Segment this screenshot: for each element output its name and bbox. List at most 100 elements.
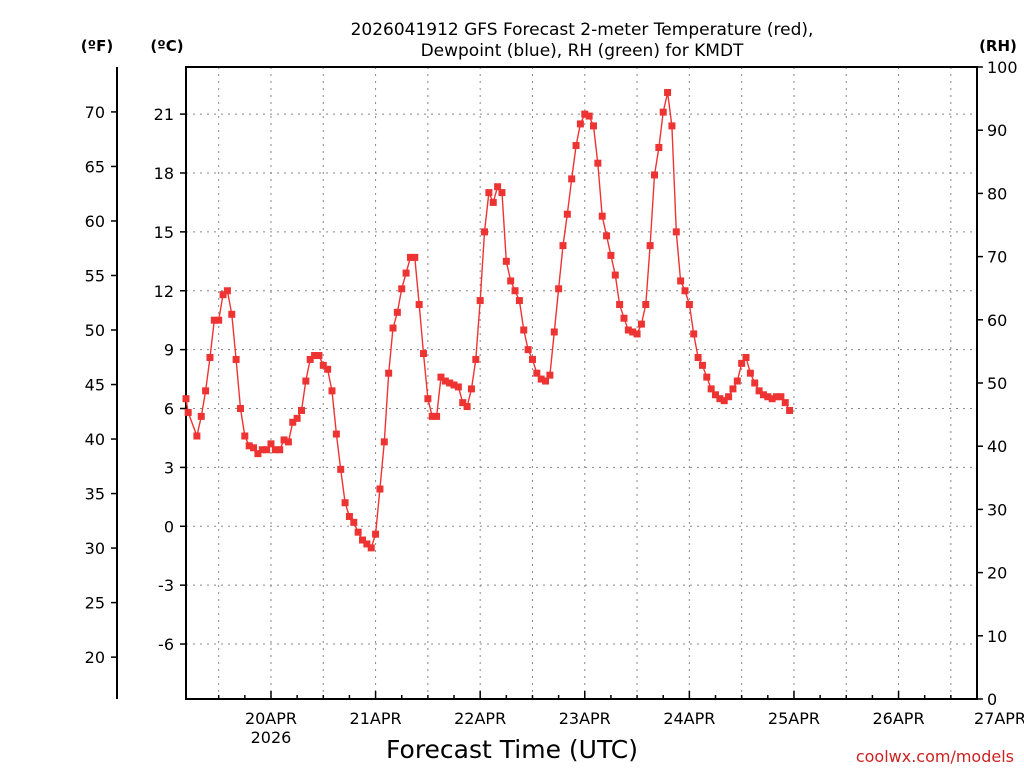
temperature-point: [297, 406, 305, 414]
temperature-point: [398, 285, 406, 293]
x-tick-sublabel: 2026: [251, 728, 292, 747]
temperature-point: [306, 355, 314, 363]
fahrenheit-tick-label: 60: [85, 212, 105, 231]
celsius-tick-label: 15: [154, 223, 174, 242]
temperature-point: [729, 385, 737, 393]
temperature-point: [206, 353, 214, 361]
rh-tick-label: 30: [987, 500, 1007, 519]
temperature-point: [520, 326, 528, 334]
chart-title: 2026041912 GFS Forecast 2-meter Temperat…: [351, 20, 814, 40]
temperature-point: [537, 375, 545, 383]
temperature-point: [254, 450, 262, 458]
temperature-point: [620, 314, 628, 322]
temperature-point: [324, 365, 332, 373]
temperature-point: [359, 536, 367, 544]
temperature-point: [385, 369, 393, 377]
temperature-point: [420, 350, 428, 358]
temperature-point: [393, 308, 401, 316]
temperature-point: [293, 414, 301, 422]
temperature-point: [223, 287, 231, 295]
fahrenheit-tick-label: 45: [85, 376, 105, 395]
temperature-point: [598, 212, 606, 220]
temperature-point: [389, 324, 397, 332]
rh-tick-label: 20: [987, 564, 1007, 583]
temperature-point: [624, 326, 632, 334]
temperature-point: [350, 518, 358, 526]
temperature-point: [380, 438, 388, 446]
temperature-point: [498, 189, 506, 197]
temperature-point: [550, 328, 558, 336]
x-tick-label: 26APR: [873, 709, 925, 728]
temperature-point: [245, 442, 253, 450]
temperature-point: [524, 346, 532, 354]
temperature-point: [411, 253, 419, 261]
temperature-point: [589, 122, 597, 130]
temperature-point: [219, 291, 227, 299]
rh-tick-label: 60: [987, 311, 1007, 330]
temperature-point: [354, 528, 362, 536]
temperature-point: [555, 285, 563, 293]
temperature-point: [415, 300, 423, 308]
temperature-point: [267, 440, 275, 448]
temperature-point: [507, 277, 515, 285]
temperature-point: [677, 277, 685, 285]
series-layer: [182, 89, 794, 552]
temperature-point: [672, 228, 680, 236]
rh-tick-label: 100: [987, 58, 1018, 77]
rh-tick-label: 40: [987, 437, 1007, 456]
temperature-point: [284, 438, 292, 446]
fahrenheit-tick-label: 25: [85, 594, 105, 613]
rh-tick-label: 70: [987, 248, 1007, 267]
temperature-point: [363, 540, 371, 548]
temperature-point: [271, 446, 279, 454]
celsius-unit-label: (ºC): [150, 37, 183, 55]
temperature-point: [720, 397, 728, 405]
x-tick-label: 20APR: [245, 709, 297, 728]
temperature-point: [328, 387, 336, 395]
temperature-point: [406, 253, 414, 261]
temperature-point: [712, 391, 720, 399]
rh-tick-label: 90: [987, 121, 1007, 140]
x-tick-label: 22APR: [454, 709, 506, 728]
temperature-point: [315, 352, 323, 360]
x-tick-label: 25APR: [768, 709, 820, 728]
temperature-point: [402, 269, 410, 277]
temperature-point: [559, 242, 567, 250]
fahrenheit-tick-label: 65: [85, 157, 105, 176]
temperature-point: [542, 377, 550, 385]
temperature-point: [428, 412, 436, 420]
temperature-point: [367, 544, 375, 552]
temperature-point: [511, 287, 519, 295]
temperature-point: [629, 328, 637, 336]
chart-subtitle: Dewpoint (blue), RH (green) for KMDT: [421, 41, 744, 61]
temperature-point: [725, 393, 733, 401]
temperature-point: [664, 89, 672, 97]
temperature-point: [642, 300, 650, 308]
temperature-point: [685, 300, 693, 308]
temperature-point: [637, 320, 645, 328]
fahrenheit-tick-label: 50: [85, 321, 105, 340]
temperature-point: [228, 310, 236, 318]
temperature-point: [337, 465, 345, 473]
tick-labels: 211815129630-3-6706560555045403530252010…: [85, 58, 1024, 747]
temperature-point: [633, 330, 641, 338]
temperature-point: [742, 353, 750, 361]
temperature-point: [576, 120, 584, 128]
temperature-point: [502, 257, 510, 265]
celsius-tick-label: 12: [154, 282, 174, 301]
temperature-point: [450, 381, 458, 389]
temperature-point: [738, 359, 746, 367]
temperature-point: [581, 110, 589, 118]
temperature-point: [668, 122, 676, 130]
temperature-point: [311, 352, 319, 360]
temperature-point: [703, 373, 711, 381]
temperature-point: [528, 355, 536, 363]
celsius-tick-label: 21: [154, 105, 174, 124]
temperature-point: [650, 171, 658, 179]
fahrenheit-tick-label: 70: [85, 103, 105, 122]
celsius-tick-label: 9: [164, 341, 174, 360]
temperature-point: [182, 395, 190, 403]
x-tick-label: 27APR: [974, 709, 1024, 728]
temperature-point: [302, 377, 310, 385]
temperature-point: [768, 395, 776, 403]
